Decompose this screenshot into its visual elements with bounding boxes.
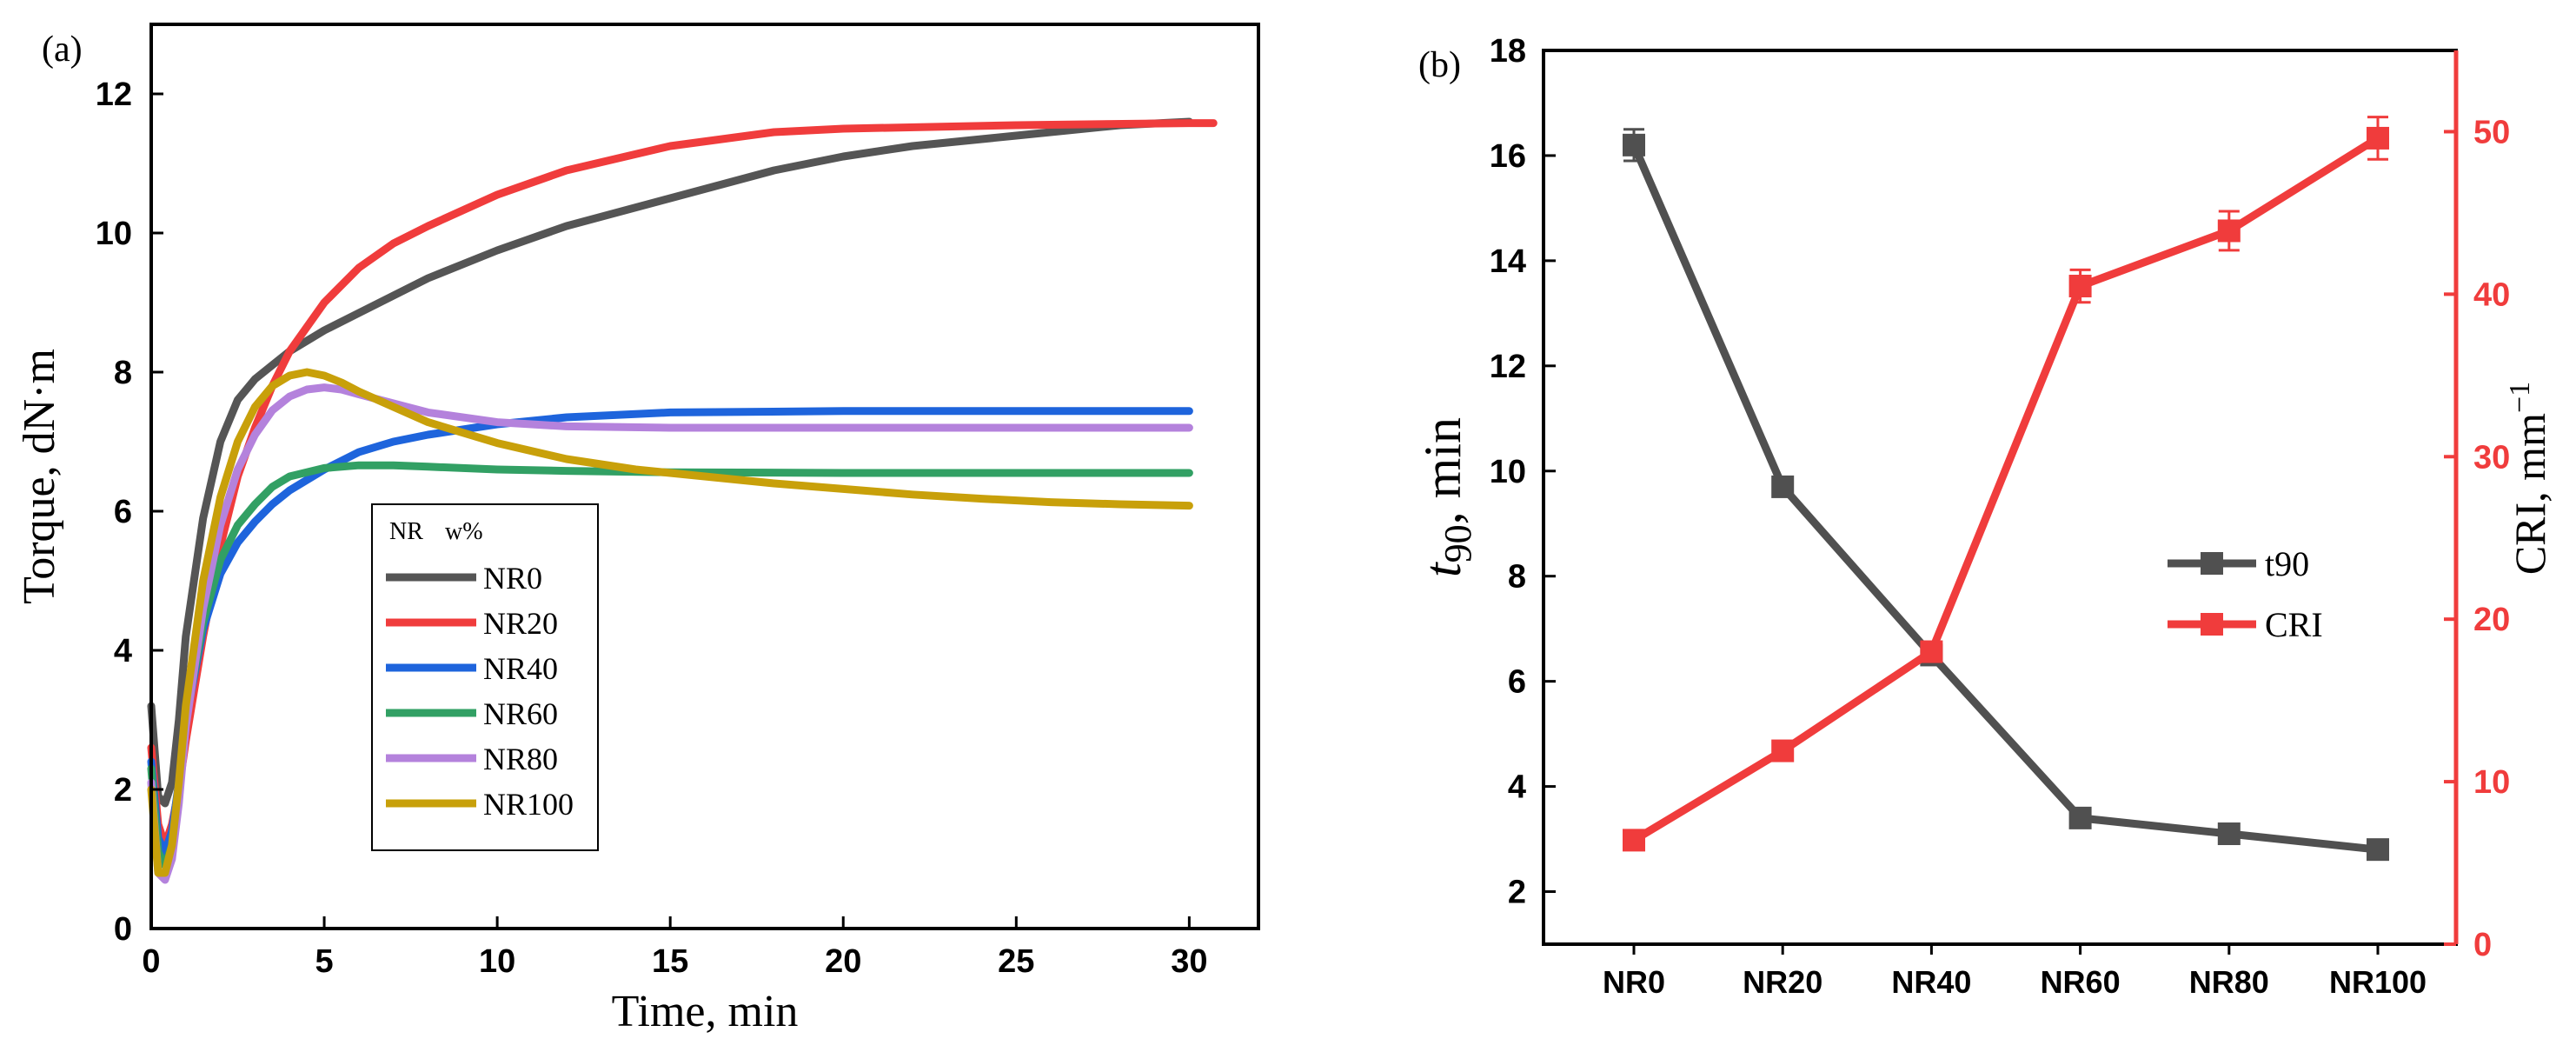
panel-a-legend-box — [371, 503, 599, 851]
panel-a-frame — [149, 23, 1260, 930]
legend-label-nr20: NR20 — [483, 606, 558, 641]
panel-a-x-tick-label: 5 — [315, 943, 333, 980]
data-point-cri — [2068, 275, 2092, 298]
panel-b-category-label: NR20 — [1743, 964, 1822, 1000]
series-line-nr100 — [147, 368, 1193, 877]
panel-a-y-tick-label: 4 — [114, 633, 132, 669]
legend-marker-cri — [2201, 613, 2223, 636]
panel-b-category-label: NR60 — [2041, 964, 2121, 1000]
panel-a-x-tick-label: 20 — [825, 943, 861, 980]
panel-b-left-tick-label: 10 — [1490, 454, 1526, 490]
panel-b-right-tick-label: 20 — [2473, 602, 2510, 638]
panel-a-x-tick-label: 30 — [1171, 943, 1207, 980]
panel-b-left-tick-label: 8 — [1508, 559, 1526, 596]
panel-a-y-axis-title: Torque, dN·m — [15, 349, 64, 604]
legend-label-nr40: NR40 — [483, 651, 558, 686]
panel-b-right-tick-label: 40 — [2473, 276, 2510, 313]
t90-rest: , min — [1414, 417, 1471, 524]
panel-b-right-axis-title: CRI, mm−1 — [2504, 382, 2555, 575]
panel-a-x-axis-title: Time, min — [612, 987, 799, 1036]
panel-a-y-tick-label: 10 — [96, 216, 132, 252]
panel-b-category-label: NR40 — [1891, 964, 1971, 1000]
panel-b-left-ticks: 2 4 6 8 10 12 14 16 18 — [1490, 33, 1556, 911]
panel-b-left-tick-label: 2 — [1508, 875, 1526, 911]
cri-main: CRI, mm — [2506, 413, 2554, 575]
panel-b-legend-items: t90 CRI — [2168, 544, 2323, 644]
panel-b-left-tick-label: 14 — [1490, 243, 1526, 280]
data-point-cri — [1920, 640, 1943, 663]
legend-label-nr80: NR80 — [483, 742, 558, 776]
panel-b-x-ticks: NR0 NR20 NR40 NR60 NR80 NR100 — [1603, 944, 2427, 1000]
series-line-nr60 — [147, 461, 1193, 870]
data-point-t90 — [2367, 838, 2389, 862]
series-line-cri — [1631, 135, 2380, 844]
panel-b-right-tick-label: 10 — [2473, 764, 2510, 801]
series-line-nr40 — [147, 407, 1193, 856]
t90-main: t — [1414, 562, 1471, 577]
panel-a-label: (a) — [42, 30, 83, 70]
panel-b-right-tick-label: 0 — [2473, 927, 2492, 963]
panel-a-series-group — [147, 117, 1218, 884]
data-point-cri — [2217, 219, 2241, 243]
panel-a-y-tick-label: 12 — [96, 77, 132, 113]
panel-a-torque-chart: (a) 0 5 10 15 20 25 30 0 2 4 6 8 10 12 Time, min Tor… — [15, 23, 1260, 1036]
panel-a-x-tick-label: 10 — [479, 943, 515, 980]
legend-title-nr: NR — [389, 518, 423, 545]
legend-label-nr60: NR60 — [483, 696, 558, 731]
panel-a-x-tick-label: 15 — [652, 943, 688, 980]
t90-sub: 90 — [1437, 524, 1479, 563]
series-line-nr20 — [147, 119, 1218, 849]
panel-a-legend-items: NR0 NR20 NR40 NR60 NR80 NR100 — [386, 561, 574, 822]
panel-b-category-label: NR100 — [2329, 964, 2427, 1000]
panel-b-right-tick-label: 50 — [2473, 114, 2510, 150]
series-line-nr80 — [147, 383, 1193, 884]
panel-b-left-tick-label: 6 — [1508, 664, 1526, 701]
panel-a-legend: NR w% NR0 NR20 NR40 NR60 NR80 NR100 — [371, 503, 599, 851]
panel-a-x-tick-label: 25 — [998, 943, 1034, 980]
legend-label-nr0: NR0 — [483, 561, 542, 596]
legend-marker-t90 — [2201, 552, 2223, 575]
legend-label-nr100: NR100 — [483, 787, 574, 822]
panel-b-right-tick-label: 30 — [2473, 439, 2510, 476]
data-point-t90 — [1771, 475, 1795, 498]
panel-b-legend: t90 CRI — [2168, 544, 2323, 644]
series-line-nr0 — [147, 117, 1193, 808]
series-line-t90 — [1630, 143, 2379, 854]
data-point-cri — [1623, 829, 1645, 852]
panel-b-left-tick-label: 16 — [1490, 138, 1526, 175]
cri-sup: −1 — [2504, 382, 2536, 413]
data-point-t90 — [2217, 822, 2241, 846]
panel-b-right-ticks: 0 10 20 30 40 50 — [2444, 114, 2510, 963]
legend-label-t90: t90 — [2265, 544, 2309, 583]
legend-title-w: w% — [445, 518, 483, 545]
panel-a-y-tick-label: 6 — [114, 494, 132, 530]
panel-a-y-tick-label: 2 — [114, 772, 132, 809]
data-point-t90 — [2068, 806, 2092, 829]
panel-a-y-ticks: 0 2 4 6 8 10 12 — [96, 77, 163, 948]
panel-b-left-tick-label: 12 — [1490, 349, 1526, 385]
panel-b-series-group — [1623, 116, 2389, 862]
data-point-cri — [1771, 739, 1795, 762]
data-point-cri — [2367, 126, 2389, 150]
legend-label-cri: CRI — [2265, 605, 2323, 644]
data-point-t90 — [1623, 133, 1645, 156]
panel-b-category-label: NR0 — [1603, 964, 1665, 1000]
panel-b-label: (b) — [1418, 45, 1461, 85]
panel-a-y-tick-label: 8 — [114, 355, 132, 391]
panel-b-left-tick-label: 4 — [1508, 769, 1526, 806]
panel-a-y-tick-label: 0 — [114, 911, 132, 948]
panel-b-left-tick-label: 18 — [1490, 33, 1526, 70]
panel-b-category-label: NR80 — [2189, 964, 2269, 1000]
panel-b-left-axis-title: t90, min — [1414, 417, 1479, 577]
panel-a-x-ticks: 0 5 10 15 20 25 30 — [142, 916, 1208, 980]
panel-a-x-tick-label: 0 — [142, 943, 160, 980]
